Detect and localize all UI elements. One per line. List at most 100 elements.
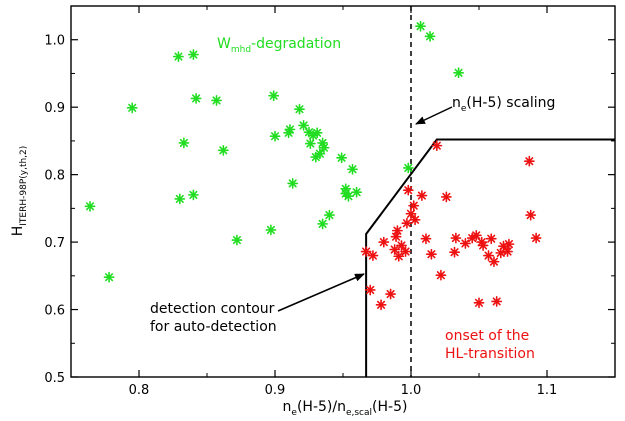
data-point-red bbox=[477, 240, 489, 251]
x-axis: 0.8 0.9 1.0 1.1 bbox=[70, 6, 616, 398]
data-point-green bbox=[217, 144, 229, 156]
data-point-red bbox=[400, 246, 411, 257]
data-point-red bbox=[389, 244, 401, 255]
data-point-green bbox=[268, 90, 280, 102]
detection-arrow bbox=[277, 273, 365, 312]
data-point-red bbox=[488, 256, 500, 268]
data-point-red bbox=[523, 155, 535, 167]
wmhd-rest: -degradation bbox=[251, 36, 341, 52]
data-point-red bbox=[450, 232, 462, 244]
xlabel-sub2: e,scal bbox=[346, 408, 372, 418]
data-point-green bbox=[188, 49, 199, 60]
y-tick-label: 0.7 bbox=[44, 236, 65, 251]
data-point-red bbox=[449, 246, 460, 258]
data-point-red bbox=[396, 240, 407, 251]
xlabel-sub1: e bbox=[291, 408, 297, 418]
data-point-red bbox=[431, 140, 443, 152]
data-point-green bbox=[126, 102, 138, 114]
data-point-red bbox=[393, 250, 405, 262]
data-point-red bbox=[405, 208, 417, 220]
onset-annotation-line1: onset of the bbox=[445, 328, 529, 344]
data-point-green bbox=[188, 189, 199, 201]
scaling-sub: e bbox=[461, 104, 467, 114]
data-point-red bbox=[408, 200, 420, 212]
data-point-green bbox=[453, 67, 465, 79]
data-point-green bbox=[311, 127, 323, 139]
x-tick-label: 1.0 bbox=[401, 383, 422, 398]
xlabel-mid: (H-5)/n bbox=[297, 399, 346, 415]
data-point-green bbox=[347, 163, 358, 175]
data-point-red bbox=[385, 288, 397, 300]
data-point-red bbox=[485, 233, 497, 245]
data-point-green bbox=[318, 142, 330, 154]
scaling-arrow bbox=[415, 106, 453, 125]
data-point-green bbox=[298, 119, 309, 131]
wmhd-annotation: Wmhd-degradation bbox=[217, 36, 341, 55]
data-point-green bbox=[265, 224, 277, 236]
data-point-green bbox=[294, 103, 305, 115]
xlabel-main: n bbox=[283, 399, 292, 415]
data-point-green bbox=[173, 51, 184, 62]
data-point-green bbox=[343, 190, 354, 202]
data-point-red bbox=[367, 250, 379, 261]
detection-annotation-line2: for auto-detection bbox=[150, 319, 277, 335]
x-tick-label: 0.8 bbox=[129, 383, 150, 398]
ylabel-sub: ITERH-98P(y,th,2) bbox=[19, 146, 29, 226]
data-point-red bbox=[375, 299, 387, 311]
data-point-red bbox=[402, 184, 414, 196]
data-point-red bbox=[503, 238, 515, 250]
data-point-green bbox=[103, 271, 115, 283]
data-point-red bbox=[409, 214, 421, 226]
y-axis-title: HITERH-98P(y,th,2) bbox=[10, 146, 29, 237]
y-tick-label: 1.0 bbox=[44, 34, 65, 49]
data-point-red bbox=[391, 225, 403, 237]
data-point-red bbox=[491, 296, 503, 307]
data-point-red bbox=[470, 229, 482, 241]
data-point-red bbox=[416, 190, 428, 201]
data-point-green bbox=[284, 124, 296, 135]
data-point-red bbox=[502, 246, 513, 257]
y-tick-label: 0.9 bbox=[44, 101, 65, 116]
data-point-green bbox=[178, 137, 190, 149]
onset-annotation-line2: HL-transition bbox=[445, 346, 535, 362]
data-point-red bbox=[364, 284, 376, 296]
wmhd-main: W bbox=[217, 36, 231, 52]
data-point-green bbox=[336, 152, 348, 164]
x-tick-label: 0.9 bbox=[265, 383, 286, 398]
data-point-red bbox=[473, 297, 485, 309]
x-axis-title: ne(H-5)/ne,scal(H-5) bbox=[283, 399, 408, 418]
x-tick-label: 1.1 bbox=[537, 383, 558, 398]
y-tick-label: 0.8 bbox=[44, 169, 65, 184]
detection-contour-line bbox=[365, 138, 615, 377]
y-tick-label: 0.5 bbox=[44, 371, 65, 386]
data-point-green bbox=[424, 30, 436, 42]
xlabel-end: (H-5) bbox=[372, 399, 407, 415]
data-point-red bbox=[440, 191, 452, 203]
data-point-red bbox=[378, 236, 390, 248]
data-point-red bbox=[530, 232, 542, 244]
data-point-green bbox=[84, 200, 96, 212]
data-point-green bbox=[415, 20, 426, 32]
data-point-red bbox=[459, 238, 471, 249]
data-point-green bbox=[269, 130, 281, 142]
data-point-green bbox=[287, 178, 299, 189]
wmhd-sub: mhd bbox=[231, 45, 251, 55]
data-point-red bbox=[425, 248, 437, 260]
data-point-red bbox=[420, 233, 432, 245]
data-points bbox=[84, 20, 542, 311]
scaling-annotation: ne(H-5) scaling bbox=[452, 95, 555, 114]
ylabel-main: H bbox=[10, 226, 26, 237]
data-point-green bbox=[231, 234, 243, 246]
data-point-red bbox=[525, 209, 537, 221]
detection-annotation-line1: detection contour bbox=[150, 301, 275, 317]
y-tick-label: 0.6 bbox=[44, 304, 65, 319]
scaling-rest: (H-5) scaling bbox=[466, 95, 555, 111]
data-point-red bbox=[360, 246, 372, 257]
data-point-red bbox=[435, 269, 447, 281]
data-point-green bbox=[304, 138, 316, 150]
data-point-green bbox=[402, 162, 414, 174]
data-point-red bbox=[401, 217, 413, 229]
data-point-green bbox=[323, 209, 335, 221]
data-point-green bbox=[190, 93, 202, 104]
